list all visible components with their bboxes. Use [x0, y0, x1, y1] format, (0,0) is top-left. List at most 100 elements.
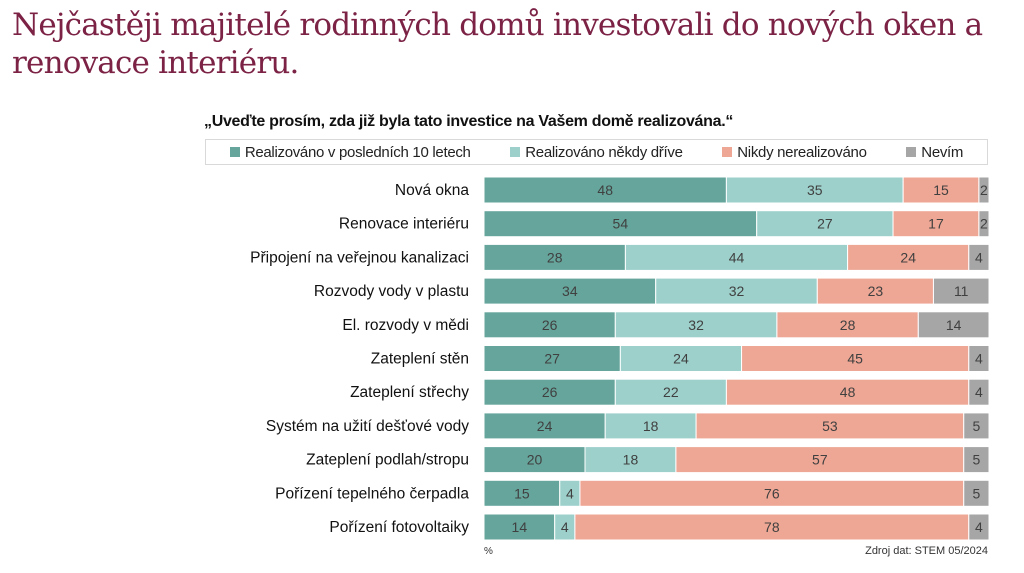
data-label: 5	[972, 452, 980, 468]
bar-segment-recent	[483, 446, 586, 474]
data-label: 48	[597, 182, 613, 198]
legend-label: Realizováno v posledních 10 letech	[244, 143, 471, 161]
category-label: El. rozvody v mědi	[342, 317, 469, 334]
bar-segment-dontknow	[963, 412, 990, 440]
category-label: Pořízení fotovoltaiky	[329, 519, 469, 536]
legend-swatch	[510, 147, 521, 157]
category-label: Systém na užití dešťové vody	[266, 418, 469, 435]
bar-segment-dontknow	[917, 311, 990, 339]
bar-segment-recent	[483, 176, 727, 204]
data-label: 24	[900, 249, 916, 265]
data-label: 57	[812, 452, 828, 468]
bar-segment-never	[892, 210, 980, 238]
bar-segment-recent	[483, 378, 616, 406]
bar-segment-dontknow	[932, 277, 990, 305]
bar-segment-earlier	[604, 412, 697, 440]
bar-row: Rozvody vody v plastu 34 32 23 11	[314, 277, 990, 305]
data-label: 32	[688, 317, 704, 333]
data-label: 26	[542, 317, 558, 333]
data-label: 27	[817, 216, 833, 232]
bar-segment-recent	[483, 479, 561, 507]
legend-item-dontknow: Nevím	[906, 144, 963, 161]
data-label: 4	[566, 485, 574, 501]
bar-row: Zateplení podlah/stropu 20 18 57 5	[306, 446, 990, 474]
legend-item-earlier: Realizováno někdy dříve	[510, 143, 683, 161]
source-note: Zdroj dat: STEM 05/2024	[865, 545, 988, 557]
data-label: 18	[623, 452, 639, 468]
legend-label: Realizováno někdy dříve	[525, 143, 683, 161]
data-label: 2	[980, 216, 988, 232]
data-label: 53	[822, 418, 838, 434]
bar-segment-recent	[483, 243, 626, 271]
data-label: 4	[561, 519, 569, 535]
bar-row: Nová okna 48 35 15 2	[395, 176, 990, 204]
data-label: 54	[613, 216, 629, 232]
legend-label: Nikdy nerealizováno	[737, 143, 867, 161]
bar-row: Pořízení tepelného čerpadla 15 4 76 5	[275, 479, 990, 507]
data-label: 5	[972, 485, 980, 501]
bar-segment-never	[741, 345, 970, 372]
data-label: 14	[512, 519, 528, 535]
bar-segment-dontknow	[968, 243, 990, 271]
data-label: 27	[544, 351, 560, 367]
category-label: Připojení na veřejnou kanalizaci	[250, 249, 469, 266]
data-label: 22	[663, 384, 679, 400]
category-label: Zateplení střechy	[350, 384, 469, 401]
data-label: 5	[972, 418, 980, 434]
data-label: 34	[562, 283, 578, 299]
category-label: Rozvody vody v plastu	[314, 283, 469, 300]
category-label: Zateplení podlah/stropu	[306, 452, 469, 469]
chart-title: „Uveďte prosím, zda již byla tato invest…	[204, 113, 734, 130]
category-label: Renovace interiéru	[339, 216, 469, 233]
bar-segment-never	[579, 479, 965, 507]
data-label: 76	[764, 485, 780, 501]
data-label: 24	[673, 351, 689, 367]
data-label: 28	[547, 249, 563, 265]
bar-segment-never	[847, 243, 970, 271]
unit-label: %	[484, 546, 493, 557]
data-label: 23	[868, 283, 884, 299]
legend: Realizováno v posledních 10 letech Reali…	[205, 139, 988, 165]
data-label: 28	[840, 317, 856, 333]
bar-row: Zateplení stěn 27 24 45 4	[371, 345, 990, 372]
headline: Nejčastěji majitelé rodinných domů inves…	[12, 7, 983, 81]
bar-row: Pořízení fotovoltaiky 14 4 78 4	[329, 513, 990, 541]
bar-segment-dontknow	[978, 176, 990, 204]
bar-segment-recent	[483, 311, 616, 339]
bar-segment-recent	[483, 210, 758, 238]
data-label: 44	[729, 249, 745, 265]
data-label: 15	[933, 182, 949, 198]
bar-segment-earlier	[614, 378, 727, 406]
data-label: 26	[542, 384, 558, 400]
bar-segment-dontknow	[968, 513, 990, 541]
data-label: 4	[975, 384, 983, 400]
legend-label: Nevím	[921, 143, 964, 161]
data-label: 24	[537, 418, 553, 434]
data-label: 45	[847, 351, 863, 367]
bar-segment-never	[695, 412, 965, 440]
data-label: 20	[527, 452, 543, 468]
data-label: 32	[729, 283, 745, 299]
data-label: 4	[975, 519, 983, 535]
legend-swatch	[906, 147, 917, 157]
legend-item-recent: Realizováno v posledních 10 letech	[229, 143, 471, 161]
bar-segment-earlier	[756, 210, 894, 238]
bar-row: Renovace interiéru 54 27 17 2	[339, 210, 990, 238]
category-label: Zateplení stěn	[371, 351, 469, 368]
bar-row: Systém na užití dešťové vody 24 18 53 5	[266, 412, 990, 440]
bar-segment-dontknow	[968, 345, 990, 372]
data-label: 35	[807, 182, 823, 198]
bar-segment-dontknow	[963, 479, 990, 507]
bar-segment-never	[574, 513, 970, 541]
data-label: 2	[980, 182, 988, 198]
category-label: Pořízení tepelného čerpadla	[275, 485, 469, 502]
bar-segment-dontknow	[978, 210, 990, 238]
data-label: 14	[946, 317, 962, 333]
bar-row: Zateplení střechy 26 22 48 4	[350, 378, 990, 406]
legend-swatch	[722, 147, 733, 157]
data-label: 11	[954, 283, 969, 299]
data-label: 4	[975, 351, 983, 367]
data-label: 4	[975, 249, 983, 265]
bar-row: El. rozvody v mědi 26 32 28 14	[342, 311, 990, 339]
